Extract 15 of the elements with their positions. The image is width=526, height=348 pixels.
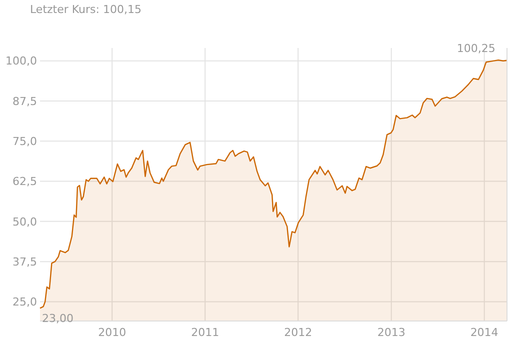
y-tick-label: 75,0 [12, 134, 37, 148]
chart-title: Letzter Kurs: 100,15 [30, 3, 142, 16]
y-tick-label: 87,5 [12, 94, 37, 108]
x-tick-label: 2011 [191, 326, 220, 339]
y-tick-label: 100,0 [6, 54, 37, 68]
y-tick-label: 25,0 [12, 296, 37, 309]
annotation: 23,00 [42, 312, 74, 326]
y-tick-label: 62,5 [12, 175, 37, 188]
y-tick-label: 50,0 [12, 215, 37, 228]
x-tick-label: 2012 [284, 326, 312, 339]
annotation: 100,25 [456, 42, 496, 56]
x-tick-label: 2010 [98, 326, 126, 339]
y-tick-label: 37,5 [12, 255, 37, 268]
x-tick-label: 2014 [470, 326, 498, 339]
x-tick-label: 2013 [377, 326, 406, 339]
